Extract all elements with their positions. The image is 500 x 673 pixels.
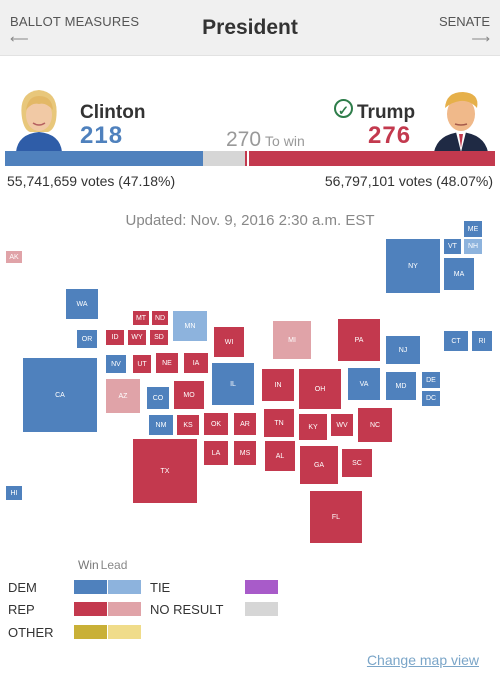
state-wa[interactable]: WA xyxy=(65,288,99,320)
state-ar[interactable]: AR xyxy=(233,412,257,436)
legend-no-result-swatch xyxy=(245,602,278,616)
to-win-text: To win xyxy=(265,133,305,149)
state-wv[interactable]: WV xyxy=(330,413,354,437)
state-ne[interactable]: NE xyxy=(155,352,179,374)
rep-candidate-name: Trump xyxy=(357,102,416,123)
arrow-left-icon: ⟵ xyxy=(10,31,29,46)
legend-other-lead-swatch xyxy=(108,625,141,639)
state-ma[interactable]: MA xyxy=(443,257,475,291)
state-ms[interactable]: MS xyxy=(233,440,257,466)
rep-popular-votes: 56,797,101 votes (48.07%) xyxy=(324,173,493,189)
updated-timestamp: Updated: Nov. 9, 2016 2:30 a.m. EST xyxy=(125,212,375,229)
rep-bar-segment xyxy=(245,151,495,166)
legend-win-label: Win xyxy=(78,558,99,572)
to-win-number: 270 xyxy=(226,128,262,151)
state-me[interactable]: ME xyxy=(463,220,483,238)
ballot-measures-label: BALLOT MEASURES xyxy=(10,14,140,29)
rep-electoral-votes: 276 xyxy=(368,122,412,149)
dem-electoral-votes: 218 xyxy=(80,122,124,149)
legend-dem-label: DEM xyxy=(8,580,37,595)
legend-header: Win Lead xyxy=(78,558,127,572)
state-mt[interactable]: MT xyxy=(132,310,150,326)
legend-dem-lead-swatch xyxy=(108,580,141,594)
state-nj[interactable]: NJ xyxy=(385,335,421,365)
state-il[interactable]: IL xyxy=(211,362,255,406)
trump-avatar-icon xyxy=(430,82,492,152)
state-ia[interactable]: IA xyxy=(183,352,209,374)
state-hi[interactable]: HI xyxy=(5,485,23,501)
change-map-view-link[interactable]: Change map view xyxy=(366,652,479,668)
ballot-measures-link[interactable]: BALLOT MEASURES ⟵ xyxy=(10,14,139,45)
state-az[interactable]: AZ xyxy=(105,378,141,414)
state-ok[interactable]: OK xyxy=(203,412,229,436)
legend-rep-win-swatch xyxy=(74,602,107,616)
legend-dem-win-swatch xyxy=(74,580,107,594)
state-ut[interactable]: UT xyxy=(132,354,152,374)
state-ct[interactable]: CT xyxy=(443,330,469,352)
state-pa[interactable]: PA xyxy=(337,318,381,362)
state-mi[interactable]: MI xyxy=(272,320,312,360)
state-ak[interactable]: AK xyxy=(5,250,23,264)
state-sc[interactable]: SC xyxy=(341,448,373,478)
senate-link[interactable]: SENATE ⟶ xyxy=(439,14,490,45)
legend-no-result-label: NO RESULT xyxy=(150,602,224,617)
legend-lead-label: Lead xyxy=(100,558,128,572)
state-la[interactable]: LA xyxy=(203,440,229,466)
legend-other-label: OTHER xyxy=(8,625,54,640)
state-ca[interactable]: CA xyxy=(22,357,98,433)
dem-popular-votes: 55,741,659 votes (47.18%) xyxy=(7,173,176,189)
check-icon: ✓ xyxy=(334,99,353,118)
win-threshold-marker xyxy=(247,146,249,170)
page-title: President xyxy=(202,16,298,39)
legend-tie-swatch xyxy=(245,580,278,594)
state-ri[interactable]: RI xyxy=(471,330,493,352)
state-vt[interactable]: VT xyxy=(443,238,462,255)
state-oh[interactable]: OH xyxy=(298,368,342,410)
electoral-map: AK HI ME VT NH NY MA WA MT ND MN OR ID W… xyxy=(0,220,500,560)
legend-tie-label: TIE xyxy=(150,580,171,595)
state-mo[interactable]: MO xyxy=(173,380,205,410)
state-mn[interactable]: MN xyxy=(172,310,208,342)
electoral-bar xyxy=(5,151,495,166)
legend-other-win-swatch xyxy=(74,625,107,639)
state-nc[interactable]: NC xyxy=(357,407,393,443)
state-id[interactable]: ID xyxy=(105,329,125,346)
state-or[interactable]: OR xyxy=(76,329,98,349)
state-tx[interactable]: TX xyxy=(132,438,198,504)
clinton-avatar-icon xyxy=(8,82,70,152)
dem-bar-segment xyxy=(5,151,203,166)
dem-candidate-name: Clinton xyxy=(80,102,146,123)
top-nav: BALLOT MEASURES ⟵ President SENATE ⟶ xyxy=(0,0,500,56)
legend-rep-lead-swatch xyxy=(108,602,141,616)
state-de[interactable]: DE xyxy=(421,371,441,389)
state-nm[interactable]: NM xyxy=(148,414,174,436)
state-wy[interactable]: WY xyxy=(127,329,147,346)
state-in[interactable]: IN xyxy=(261,368,295,402)
state-dc[interactable]: DC xyxy=(421,390,441,407)
state-ky[interactable]: KY xyxy=(298,413,328,441)
state-tn[interactable]: TN xyxy=(263,408,295,438)
state-nh[interactable]: NH xyxy=(463,238,483,255)
state-wi[interactable]: WI xyxy=(213,326,245,358)
undecided-bar-segment xyxy=(203,151,245,166)
senate-label: SENATE xyxy=(438,14,490,29)
state-sd[interactable]: SD xyxy=(149,329,169,346)
legend-rep-label: REP xyxy=(8,602,35,617)
state-ga[interactable]: GA xyxy=(299,445,339,485)
state-ks[interactable]: KS xyxy=(176,414,200,436)
trump-portrait xyxy=(430,82,492,152)
state-nv[interactable]: NV xyxy=(105,354,127,374)
state-nd[interactable]: ND xyxy=(151,310,169,326)
arrow-right-icon: ⟶ xyxy=(471,31,490,46)
clinton-portrait xyxy=(8,82,70,152)
state-va[interactable]: VA xyxy=(347,367,381,401)
state-al[interactable]: AL xyxy=(264,440,296,472)
state-co[interactable]: CO xyxy=(146,386,170,410)
state-fl[interactable]: FL xyxy=(309,490,363,544)
state-ny[interactable]: NY xyxy=(385,238,441,294)
state-md[interactable]: MD xyxy=(385,371,417,401)
to-win-label: 270 To win xyxy=(226,128,305,152)
